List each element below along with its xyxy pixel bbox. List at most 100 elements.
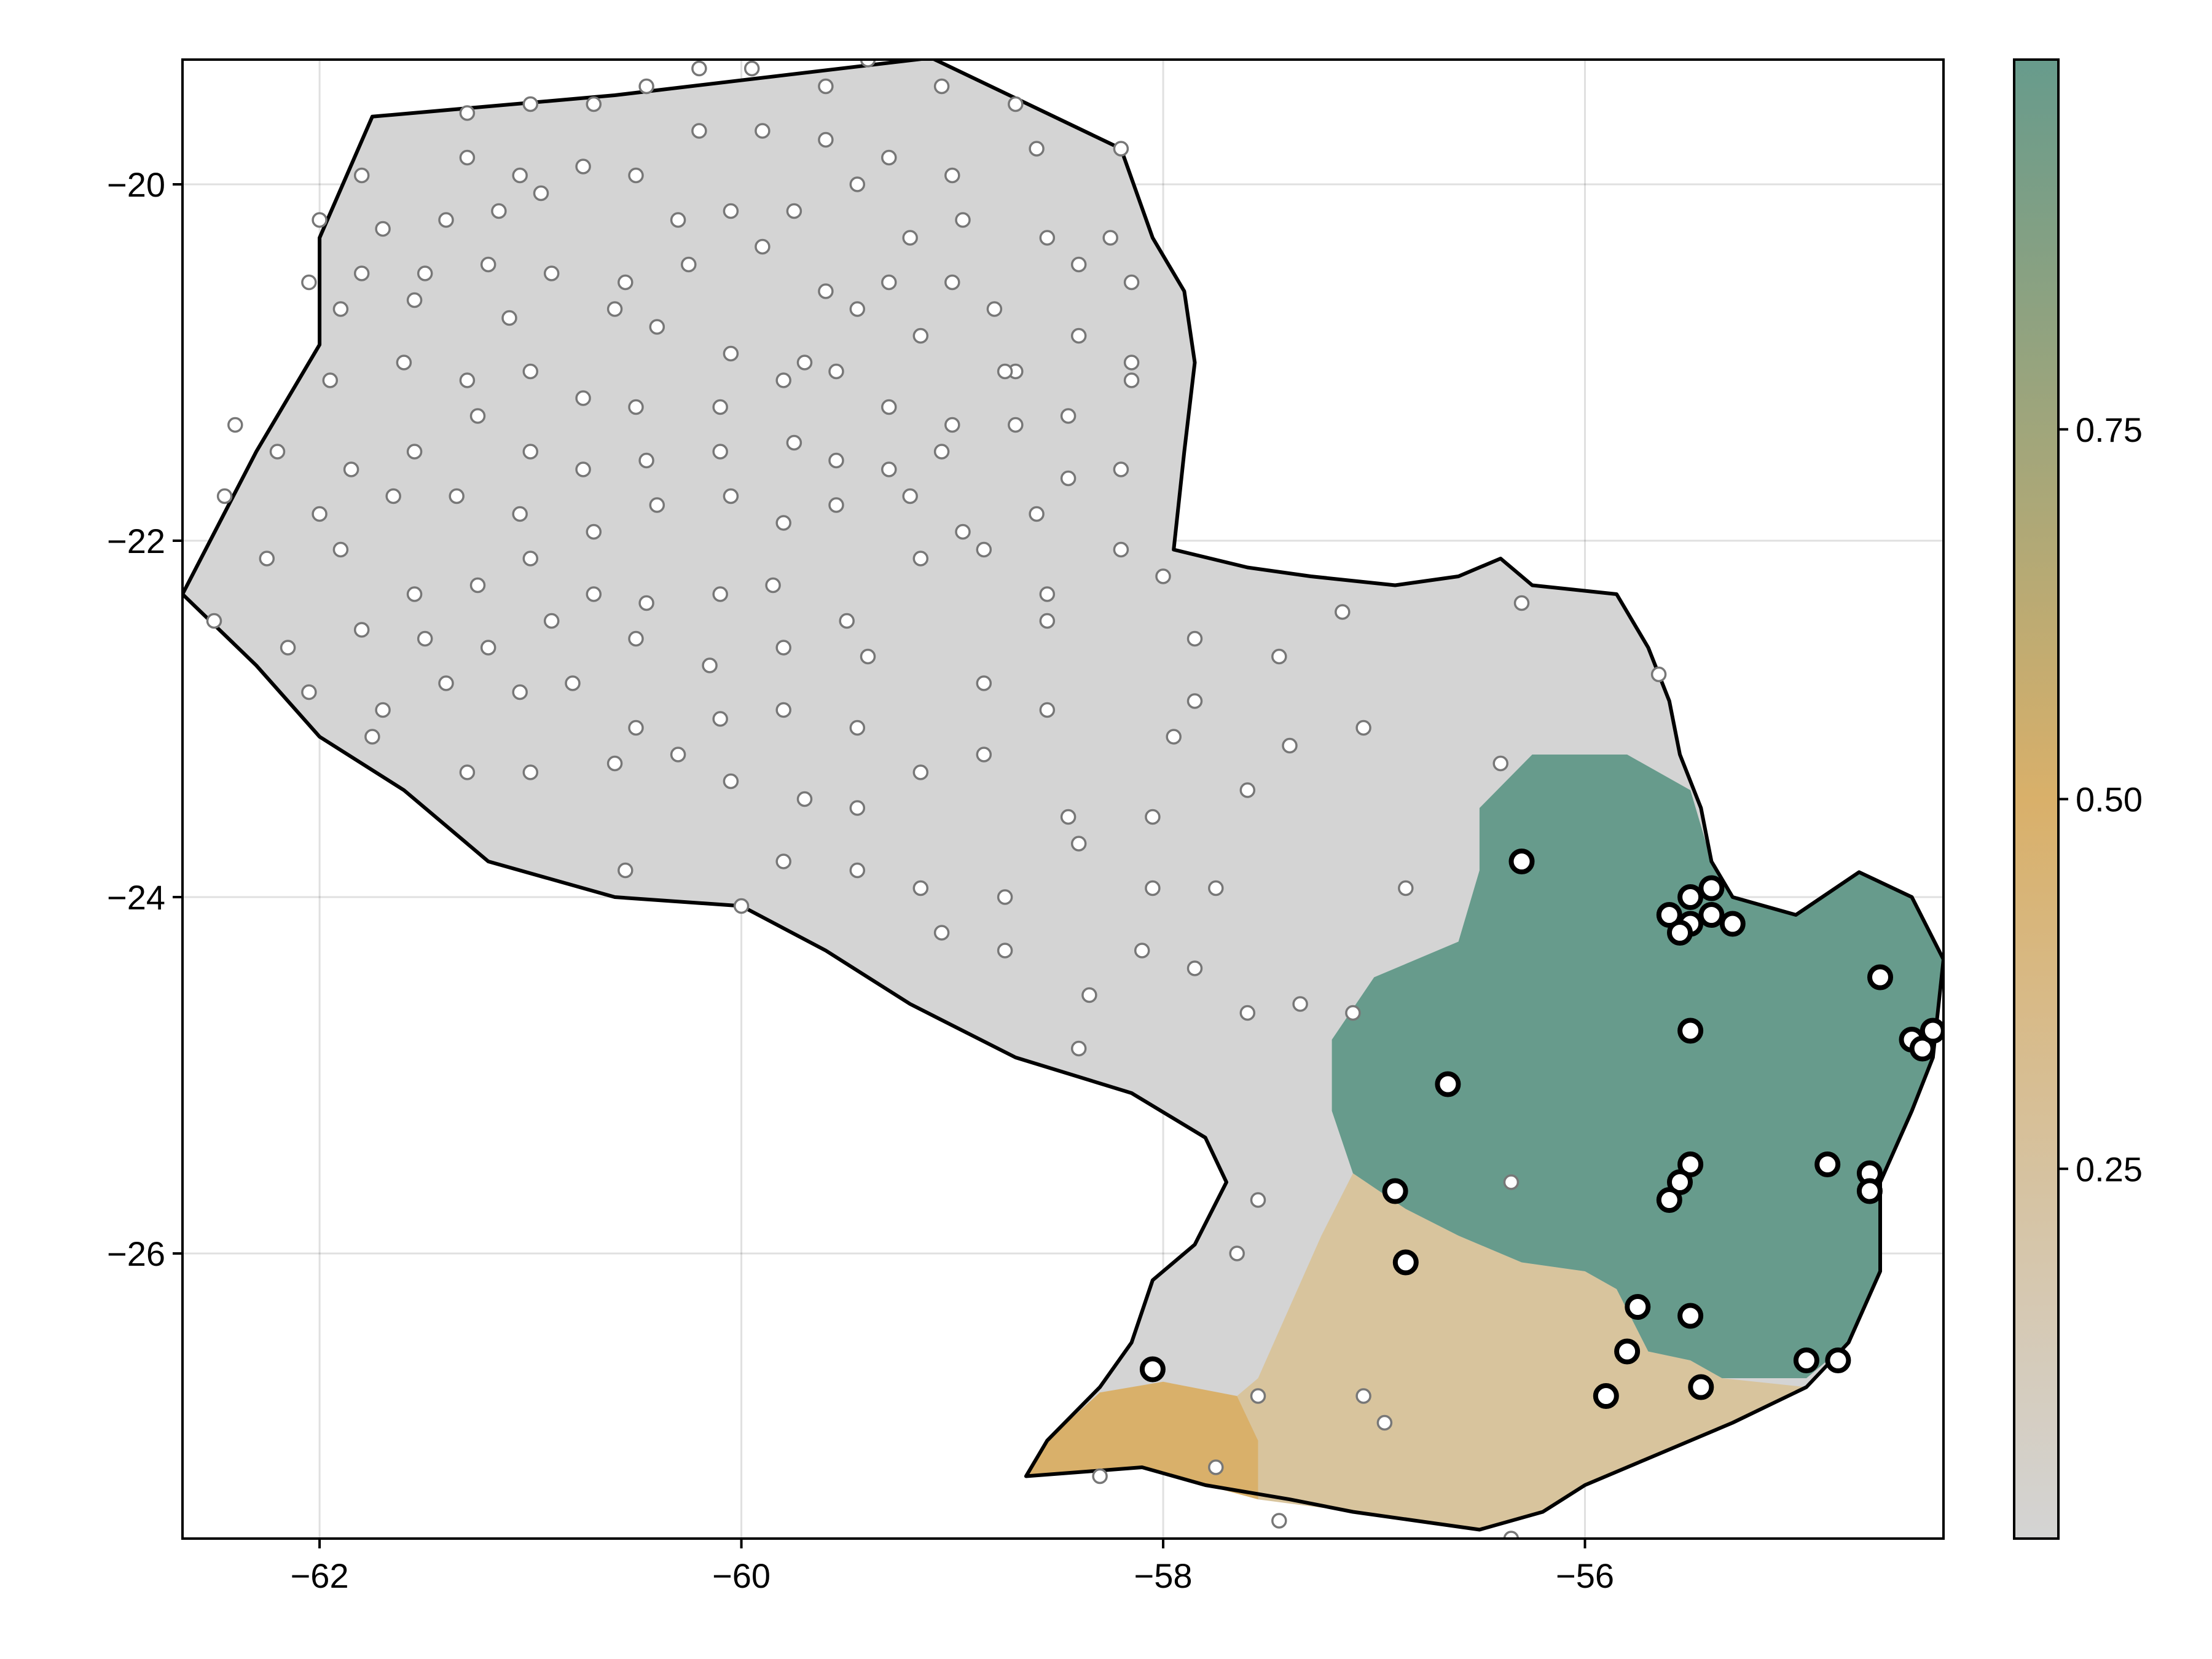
background-point-146	[1039, 702, 1056, 718]
background-point-123	[480, 640, 496, 656]
background-point-176	[1081, 987, 1097, 1003]
background-point-155	[606, 755, 623, 772]
background-point-82	[638, 452, 654, 469]
background-point-166	[775, 853, 791, 869]
background-point-148	[1186, 693, 1203, 709]
background-point-22	[312, 212, 327, 228]
background-point-105	[259, 551, 275, 567]
background-point-70	[828, 363, 844, 380]
background-point-6	[818, 78, 834, 95]
background-point-40	[618, 274, 633, 291]
background-point-33	[1039, 230, 1056, 246]
background-point-151	[1492, 755, 1508, 772]
background-point-160	[912, 764, 929, 780]
background-point-51	[501, 310, 517, 326]
background-point-181	[1345, 1005, 1361, 1021]
presence-point-27	[1593, 1383, 1619, 1409]
background-point-35	[301, 274, 317, 291]
background-point-187	[1355, 1388, 1371, 1404]
background-point-43	[818, 283, 834, 299]
background-point-154	[522, 764, 539, 780]
background-point-37	[417, 265, 433, 281]
background-point-56	[849, 301, 866, 317]
background-point-152	[364, 729, 380, 745]
y-axis: −20 −22 −24 −26	[107, 165, 182, 1273]
background-point-94	[449, 488, 465, 504]
background-point-138	[438, 675, 454, 691]
background-point-96	[586, 524, 602, 540]
background-point-42	[755, 238, 771, 255]
presence-point-12	[1920, 1018, 1943, 1044]
background-point-183	[1250, 1192, 1266, 1208]
background-point-23	[375, 221, 391, 237]
background-point-117	[1039, 586, 1056, 602]
background-point-162	[1145, 809, 1161, 825]
background-point-153	[459, 764, 476, 780]
background-point-11	[353, 167, 370, 184]
x-tick-label-0: −62	[291, 1556, 349, 1595]
background-point-75	[1123, 372, 1140, 388]
x-axis: −62 −60 −58 −56	[291, 1539, 1614, 1595]
x-tick-label-2: −58	[1134, 1556, 1193, 1595]
colorbar-gradient	[2014, 60, 2058, 1539]
background-point-77	[343, 461, 359, 477]
colorbar-tick-label-0: 0.25	[2076, 1150, 2143, 1188]
background-point-3	[638, 78, 654, 95]
background-point-5	[743, 60, 760, 77]
background-point-53	[649, 319, 665, 335]
background-point-143	[775, 702, 791, 718]
background-point-61	[227, 417, 243, 433]
background-point-158	[796, 791, 813, 807]
background-point-8	[933, 78, 950, 95]
occurrence-points	[206, 60, 1943, 1539]
background-point-54	[723, 345, 739, 362]
background-point-141	[628, 720, 644, 736]
background-point-64	[459, 372, 476, 388]
background-point-89	[1060, 470, 1077, 487]
x-tick-label-1: −60	[712, 1556, 771, 1595]
background-point-62	[322, 372, 339, 388]
background-point-76	[269, 444, 286, 460]
background-point-121	[353, 622, 370, 638]
background-point-0	[459, 105, 476, 121]
background-point-30	[849, 176, 866, 192]
background-point-193	[1503, 1531, 1520, 1539]
background-point-66	[575, 390, 591, 406]
background-point-74	[1060, 408, 1077, 424]
background-point-115	[912, 551, 929, 567]
background-point-128	[860, 648, 876, 665]
background-point-19	[881, 149, 897, 166]
background-point-172	[1208, 880, 1224, 896]
background-point-18	[818, 131, 834, 148]
background-point-104	[1113, 541, 1129, 558]
y-tick-label-0: −20	[107, 165, 165, 204]
high-suitability-region	[1332, 755, 1943, 1378]
presence-point-8	[1867, 964, 1893, 990]
background-point-10	[1113, 141, 1129, 157]
presence-point-0	[1508, 849, 1535, 874]
background-point-157	[723, 773, 739, 790]
background-point-2	[586, 96, 602, 112]
background-point-69	[775, 372, 791, 388]
background-point-127	[775, 640, 791, 656]
background-point-13	[512, 167, 528, 184]
background-point-161	[1060, 809, 1077, 825]
presence-point-24	[1614, 1338, 1641, 1365]
background-point-80	[522, 444, 539, 460]
background-point-50	[406, 292, 423, 308]
background-point-190	[1092, 1468, 1108, 1484]
background-point-180	[1292, 996, 1308, 1012]
background-point-171	[1145, 880, 1161, 896]
background-point-95	[512, 506, 528, 522]
background-point-173	[1398, 880, 1414, 896]
background-point-15	[628, 167, 644, 184]
background-point-133	[1335, 604, 1351, 620]
background-point-125	[628, 630, 644, 647]
plot-frame	[181, 58, 1945, 1540]
background-point-44	[881, 274, 897, 291]
background-point-188	[1376, 1414, 1393, 1431]
low-suitability-region	[1237, 1173, 1806, 1530]
background-point-147	[1166, 729, 1182, 745]
background-point-165	[733, 898, 750, 914]
